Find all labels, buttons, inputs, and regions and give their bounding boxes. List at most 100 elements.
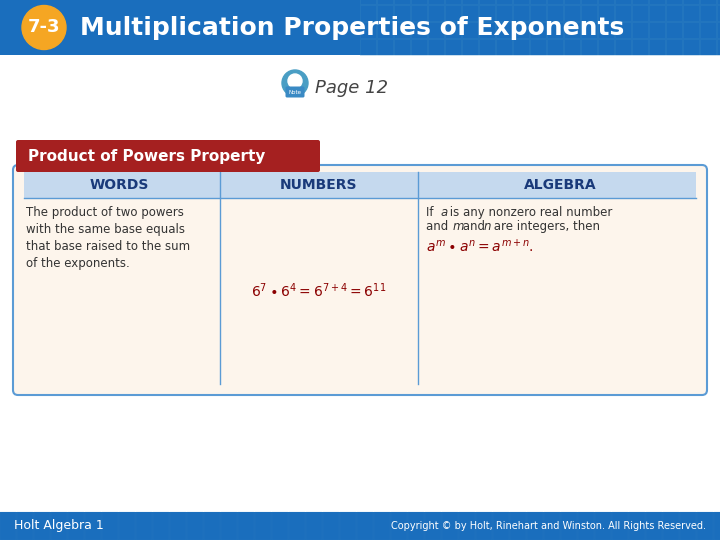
Bar [615,39,631,55]
Text: is any nonzero real number: is any nonzero real number [446,206,613,219]
Bar [581,22,597,38]
Bar [513,22,529,38]
Bar [391,512,407,540]
Bar [496,0,512,4]
Bar [153,512,169,540]
Bar [479,5,495,21]
Bar [527,512,543,540]
Bar [547,5,563,21]
Bar [683,5,699,21]
Bar [360,0,376,4]
Bar [714,512,720,540]
FancyBboxPatch shape [13,165,707,395]
Bar [221,512,237,540]
Bar [683,0,699,4]
Bar [615,0,631,4]
Bar [496,22,512,38]
Text: Note: Note [289,90,302,94]
Bar [34,512,50,540]
FancyBboxPatch shape [286,86,305,98]
Bar [394,0,410,4]
Bar [204,512,220,540]
Bar [530,5,546,21]
Bar [581,5,597,21]
Bar [24,172,696,198]
Bar [255,512,271,540]
Bar [479,22,495,38]
Text: Product of Powers Property: Product of Powers Property [28,148,266,164]
Bar [425,512,441,540]
Bar [564,39,580,55]
Bar [513,5,529,21]
Bar [717,0,720,4]
Bar [496,39,512,55]
Bar [683,22,699,38]
Bar [0,0,720,55]
Bar [493,512,509,540]
Circle shape [288,74,302,88]
Bar [462,22,478,38]
Bar [700,5,716,21]
Text: ALGEBRA: ALGEBRA [523,178,596,192]
Bar [666,22,682,38]
Bar [564,0,580,4]
Bar [462,39,478,55]
Text: WORDS: WORDS [89,178,148,192]
Bar [306,512,322,540]
Bar [323,512,339,540]
Bar [0,512,720,540]
Bar [510,512,526,540]
Bar [357,512,373,540]
Bar [476,512,492,540]
Bar [445,39,461,55]
Circle shape [282,70,308,96]
Bar [649,22,665,38]
Bar [360,22,376,38]
Text: Page 12: Page 12 [315,79,388,97]
Bar [581,39,597,55]
Bar [564,22,580,38]
Bar [598,39,614,55]
Bar [445,0,461,4]
Text: n: n [483,220,490,233]
Bar [51,512,67,540]
Bar [479,39,495,55]
Bar [428,22,444,38]
Bar [428,39,444,55]
Bar [578,512,594,540]
Bar [544,512,560,540]
Bar [530,0,546,4]
Bar [564,5,580,21]
Bar [646,512,662,540]
Bar [717,5,720,21]
Bar [428,0,444,4]
Text: m: m [452,220,464,233]
Bar [680,512,696,540]
Text: Copyright © by Holt, Rinehart and Winston. All Rights Reserved.: Copyright © by Holt, Rinehart and Winsto… [391,521,706,531]
Bar [666,0,682,4]
Text: and: and [459,220,489,233]
Bar [442,512,458,540]
Bar [68,512,84,540]
Bar [717,39,720,55]
Bar [547,22,563,38]
Bar [170,512,186,540]
Bar [377,22,393,38]
Bar [187,512,203,540]
Bar [102,512,118,540]
Bar [411,22,427,38]
Bar [85,512,101,540]
Bar [598,22,614,38]
Bar [666,39,682,55]
Bar [629,512,645,540]
Bar [445,5,461,21]
Bar [136,512,152,540]
Bar [700,0,716,4]
Bar [700,39,716,55]
Bar [360,5,376,21]
Bar [374,512,390,540]
Bar [513,0,529,4]
Text: 7-3: 7-3 [28,18,60,37]
Bar [598,0,614,4]
Bar [479,0,495,4]
